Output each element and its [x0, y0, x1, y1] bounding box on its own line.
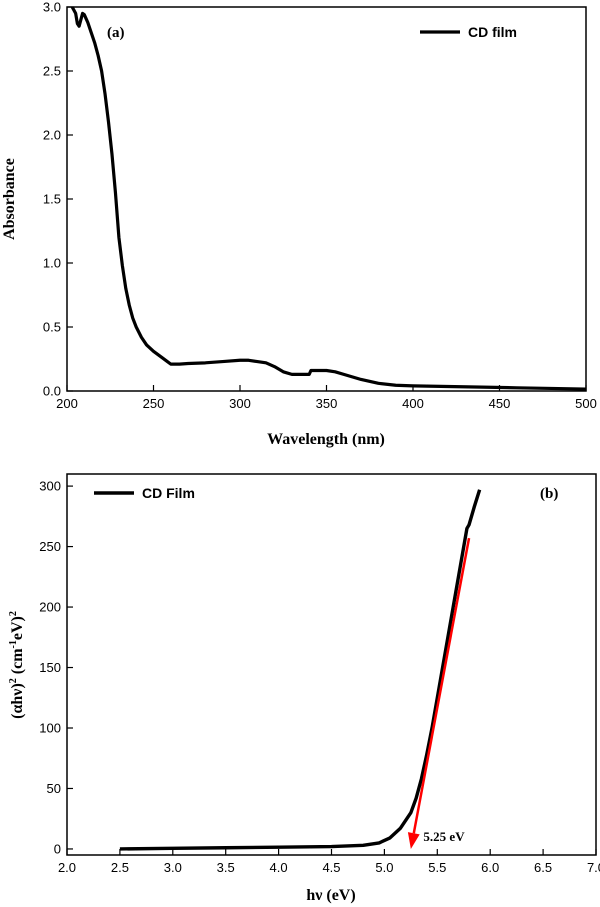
- legend-a-label: CD film: [468, 24, 517, 40]
- panel-a-x-tick-label: 200: [56, 396, 78, 411]
- panel-b-y-tick-label: 0: [54, 841, 61, 856]
- panel-b-x-tick-label: 4.5: [322, 860, 340, 875]
- panel-a-x-tick-label: 250: [143, 396, 165, 411]
- panel-a-frame: [66, 6, 587, 392]
- panel-a-x-tick-label: 500: [575, 396, 597, 411]
- panel-b-y-tick-label: 200: [39, 600, 61, 615]
- panel-a: 200 250 300 350 400 450 500 0.0 0.5 1.0 1.5 2.0 2.5…: [1, 0, 597, 448]
- panel-b-frame: [66, 473, 597, 856]
- panel-b-y-tick-label: 300: [39, 479, 61, 494]
- panel-b-x-tick-label: 4.0: [270, 860, 288, 875]
- panel-a-y-tick-label: 2.5: [43, 64, 61, 79]
- panel-a-y-tick-label: 3.0: [43, 0, 61, 15]
- linear-fit-line: [412, 537, 471, 834]
- panel-b-x-tick-label: 2.5: [111, 860, 129, 875]
- panel-b-x-tick-label: 7.0: [587, 860, 600, 875]
- panel-b-x-tick-label: 6.0: [481, 860, 499, 875]
- bandgap-annotation: 5.25 eV: [423, 829, 465, 844]
- panel-b-y-tick-label: 50: [47, 781, 61, 796]
- panel-b-y-tick-label: 150: [39, 660, 61, 675]
- y-title-main: (αhν): [9, 683, 26, 719]
- panel-b-x-tick-label: 5.5: [428, 860, 446, 875]
- panel-a-y-tick-label: 1.0: [43, 256, 61, 271]
- panel-b: 2.0 2.5 3.0 3.5 4.0 4.5 5.0 5.5 6.0 6.5 7.0 0 50 100…: [8, 473, 600, 904]
- panel-b-x-tick-label: 6.5: [534, 860, 552, 875]
- panel-a-y-tick-label: 0.0: [43, 384, 61, 399]
- legend-b-label: CD Film: [142, 485, 195, 501]
- panel-b-x-tick-label: 3.5: [217, 860, 235, 875]
- panel-a-y-ticks: 0.0 0.5 1.0 1.5 2.0 2.5 3.0: [43, 0, 73, 399]
- panel-a-x-ticks: 200 250 300 350 400 450 500: [56, 385, 597, 411]
- panel-b-y-tick-label: 250: [39, 539, 61, 554]
- panel-b-x-tick-label: 5.0: [375, 860, 393, 875]
- fit-arrowhead: [407, 832, 420, 849]
- panel-a-y-tick-label: 2.0: [43, 128, 61, 143]
- panel-a-y-axis-title: Absorbance: [1, 158, 18, 240]
- y-title-unit: (cm: [9, 648, 26, 678]
- panel-b-x-tick-label: 2.0: [58, 860, 76, 875]
- panel-a-x-tick-label: 350: [316, 396, 338, 411]
- panel-a-x-tick-label: 400: [402, 396, 424, 411]
- panel-b-x-tick-label: 3.0: [164, 860, 182, 875]
- panel-b-x-ticks: 2.0 2.5 3.0 3.5 4.0 4.5 5.0 5.5 6.0 6.5 7.0: [58, 849, 600, 875]
- y-title-sup2: -1: [8, 640, 19, 648]
- panel-a-x-tick-label: 450: [489, 396, 511, 411]
- panel-a-y-tick-label: 1.5: [43, 192, 61, 207]
- panel-a-y-tick-label: 0.5: [43, 320, 61, 335]
- series-line-cd-film: [70, 6, 587, 391]
- panel-a-x-axis-title: Wavelength (nm): [267, 431, 385, 448]
- panel-b-y-axis-title: (αhν)2 (cm-1eV)2: [8, 611, 26, 719]
- y-title-sup1: 2: [8, 678, 19, 683]
- series-line-cd-film-b: [119, 489, 482, 851]
- panel-b-label: (b): [540, 486, 558, 502]
- panel-b-x-axis-title: hν (eV): [306, 887, 355, 904]
- y-title-sup3: 2: [8, 611, 19, 616]
- panel-a-x-tick-label: 300: [229, 396, 251, 411]
- panel-a-label: (a): [107, 25, 125, 41]
- panel-b-y-tick-label: 100: [39, 721, 61, 736]
- panel-b-y-ticks: 0 50 100 150 200 250 300: [39, 479, 73, 856]
- y-title-unit2: eV): [9, 616, 26, 640]
